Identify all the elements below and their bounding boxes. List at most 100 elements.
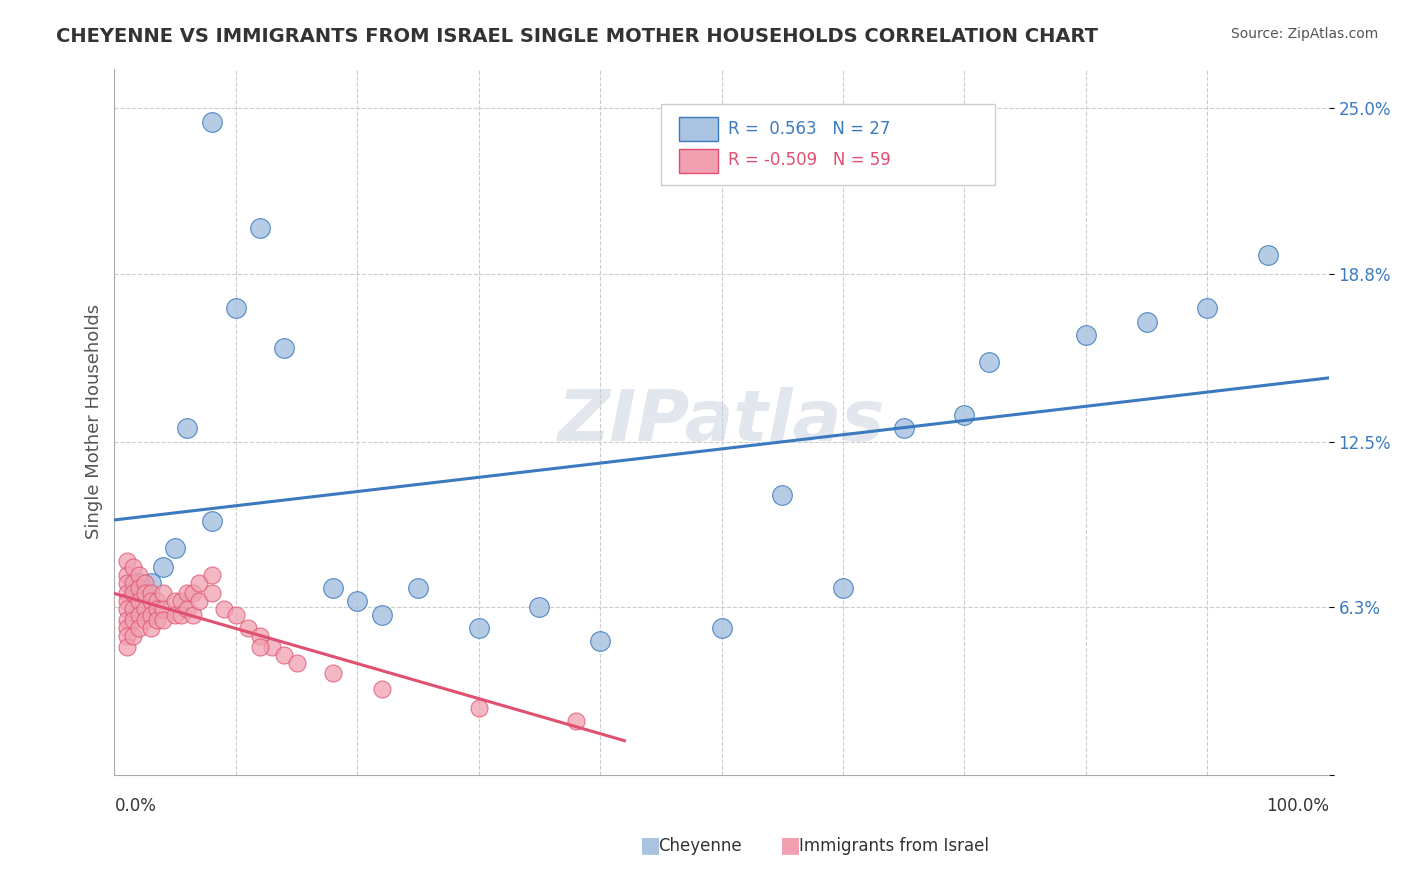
Point [273,648,295,662]
Point [134,586,156,600]
Text: 100.0%: 100.0% [1265,797,1329,815]
Point [134,613,156,627]
Point [346,594,368,608]
Point [1197,301,1219,316]
Point [121,575,143,590]
Point [115,554,138,568]
Point [165,541,187,555]
Point [225,301,247,316]
Point [128,621,150,635]
Point [146,613,169,627]
Point [128,567,150,582]
Point [115,629,138,643]
Point [139,575,162,590]
Text: Immigrants from Israel: Immigrants from Israel [799,837,988,855]
Point [115,575,138,590]
Point [406,581,429,595]
Text: Source: ZipAtlas.com: Source: ZipAtlas.com [1230,27,1378,41]
Point [139,621,162,635]
Point [176,421,198,435]
Point [467,701,489,715]
Point [200,567,222,582]
Text: R = -0.509   N = 59: R = -0.509 N = 59 [727,152,890,169]
Point [139,586,162,600]
Point [273,341,295,355]
Point [589,634,612,648]
Point [1074,328,1097,343]
Point [529,599,551,614]
Point [121,559,143,574]
Text: ■: ■ [640,836,661,855]
FancyBboxPatch shape [679,117,718,141]
Point [200,115,222,129]
Point [770,488,793,502]
Text: R =  0.563   N = 27: R = 0.563 N = 27 [727,120,890,137]
FancyBboxPatch shape [661,103,994,185]
Point [165,607,187,622]
Point [200,586,222,600]
Text: ■: ■ [780,836,801,855]
Point [139,594,162,608]
Point [128,575,150,590]
Point [200,515,222,529]
Point [188,594,211,608]
Point [115,586,138,600]
Point [176,586,198,600]
Point [262,640,284,654]
Point [170,607,193,622]
Text: Cheyenne: Cheyenne [658,837,741,855]
Y-axis label: Single Mother Households: Single Mother Households [86,304,103,539]
Point [565,714,588,729]
Point [128,594,150,608]
Point [249,221,271,235]
Point [977,354,1000,368]
Point [115,640,138,654]
Point [115,613,138,627]
Point [322,581,344,595]
Point [1135,315,1157,329]
Point [183,607,205,622]
Point [139,607,162,622]
Point [249,629,271,643]
Point [152,559,174,574]
Point [249,640,271,654]
Point [115,567,138,582]
Point [128,581,150,595]
FancyBboxPatch shape [679,149,718,173]
Text: CHEYENNE VS IMMIGRANTS FROM ISRAEL SINGLE MOTHER HOUSEHOLDS CORRELATION CHART: CHEYENNE VS IMMIGRANTS FROM ISRAEL SINGL… [56,27,1098,45]
Point [236,621,259,635]
Point [134,575,156,590]
Point [832,581,855,595]
Point [152,613,174,627]
Text: ZIPatlas: ZIPatlas [558,387,886,456]
Point [134,602,156,616]
Point [225,607,247,622]
Point [212,602,235,616]
Point [121,586,143,600]
Point [115,594,138,608]
Point [170,594,193,608]
Point [121,613,143,627]
Text: 0.0%: 0.0% [114,797,156,815]
Point [467,621,489,635]
Point [128,607,150,622]
Point [285,656,308,670]
Point [146,602,169,616]
Point [121,602,143,616]
Point [370,682,392,697]
Point [183,586,205,600]
Point [322,666,344,681]
Point [188,575,211,590]
Point [1257,248,1279,262]
Point [370,607,392,622]
Point [115,621,138,635]
Point [165,594,187,608]
Point [115,602,138,616]
Point [953,408,976,422]
Point [121,629,143,643]
Point [146,594,169,608]
Point [893,421,915,435]
Point [710,621,733,635]
Point [152,602,174,616]
Point [152,586,174,600]
